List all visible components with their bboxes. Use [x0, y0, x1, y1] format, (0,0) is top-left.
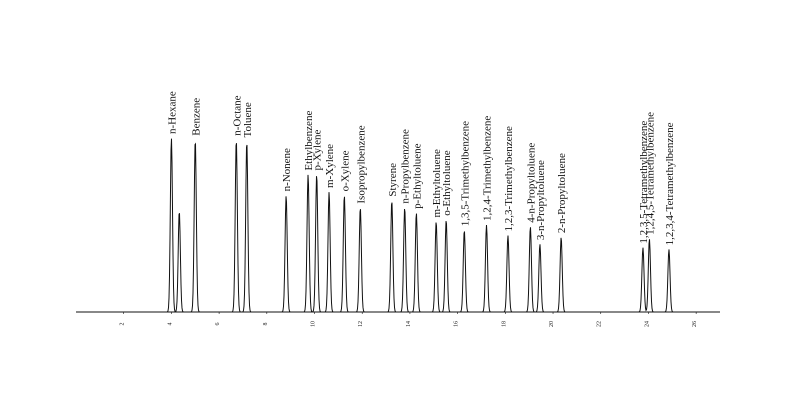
peak-label: 1,2,3-Trimethylbenzene [503, 126, 515, 231]
peak-label: n-Octane [231, 95, 243, 135]
peak-label: m-Ethyltoluene [431, 149, 443, 218]
x-tick-label: 20 [549, 321, 555, 327]
x-tick-label: 10 [311, 321, 317, 327]
x-tick-label: 26 [692, 321, 698, 327]
peak-label: p-Xylene [312, 129, 324, 170]
peak-label: o-Ethyltoluene [441, 150, 453, 215]
x-axis-ticks: 2 4 6 8 10 12 14 16 18 20 22 24 26 [120, 312, 698, 327]
peak-label: Benzene [190, 98, 202, 136]
peak-label: 1,2,4,5-Tetramethylbenzene [644, 112, 656, 235]
x-tick-label: 4 [167, 323, 173, 326]
peak-label: p-Ethyltoluene [411, 143, 423, 208]
peak-label: 1,2,4-Trimethylbenzene [481, 116, 493, 221]
peak-label: Toluene [242, 102, 254, 137]
peak-label: Ethylbenzene [303, 111, 315, 171]
peak-label: Styrene [387, 163, 399, 197]
peak-label: n-Nonene [281, 148, 293, 191]
x-tick-label: 14 [406, 321, 412, 327]
peak-label: 3-n-Propyltoluene [535, 160, 547, 240]
peak-label: 4-n-Propyltoluene [525, 143, 537, 223]
peak-label: m-Xylene [324, 144, 336, 188]
peak-label: n-Hexane [166, 91, 178, 134]
x-tick-label: 18 [501, 321, 507, 327]
peak-label: 2-n-Propyltoluene [556, 153, 568, 233]
x-tick-label: 24 [644, 321, 650, 327]
chromatogram-trace [76, 138, 720, 313]
x-tick-label: 22 [597, 321, 603, 327]
peak-label: 1,3,5-Trimethylbenzene [459, 121, 471, 226]
x-tick-label: 16 [454, 321, 460, 327]
peak-label: o-Xylene [339, 150, 351, 191]
peak-label: n-Propylbenzene [400, 129, 412, 204]
peak-label: 1,2,3,5-Tetramethylbenzene [638, 121, 650, 244]
x-tick-label: 8 [263, 323, 269, 326]
peak-label: 1,2,3,4-Tetramethylbenzene [664, 122, 676, 245]
peak-label: Isopropylbenzene [355, 125, 367, 203]
x-tick-label: 6 [215, 323, 221, 326]
x-tick-label: 2 [120, 323, 126, 326]
x-tick-label: 12 [358, 321, 364, 327]
